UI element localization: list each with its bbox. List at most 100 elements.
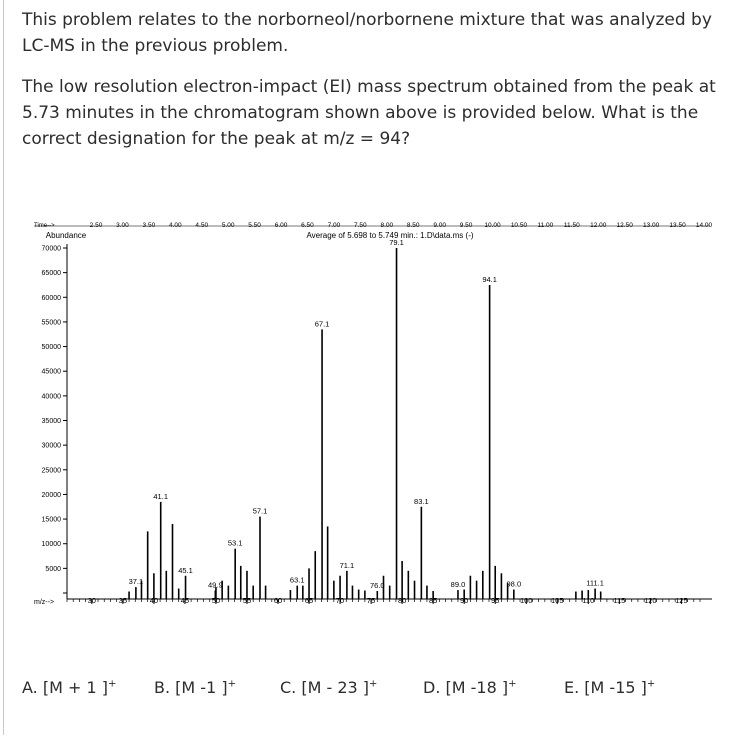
x-tick-label: 45 [181,596,189,605]
peak-label: 83.1 [414,497,429,506]
x-tick-label: 85 [429,596,437,605]
time-axis-tick-label: 3.50 [143,222,156,229]
choice-d-sup: + [508,678,517,690]
y-tick-label: 20000 [42,492,62,499]
y-tick-label: 25000 [42,467,62,474]
y-tick-label: 30000 [42,443,62,450]
y-tick-label: 10000 [42,541,62,548]
choice-b-sup: + [227,678,236,690]
peak-label: 111.1 [586,579,604,588]
x-tick-label: 90 [460,596,468,605]
time-axis-tick-label: 8.00 [380,222,393,229]
time-axis-tick-label: 3.00 [116,222,129,229]
time-axis-tick-label: 8.50 [407,222,420,229]
x-tick-label: 95 [491,596,499,605]
time-axis-tick-label: 9.00 [433,222,446,229]
y-axis-label: Abundance [46,231,87,240]
prompt-paragraph: The low resolution electron-impact (EI) … [22,77,716,149]
time-axis-tick-label: 12.50 [617,222,634,229]
peak-label: 49.9 [208,581,223,590]
peak-label: 76.0 [370,581,385,590]
x-tick-label: 70 [336,596,344,605]
choice-e-sup: + [646,678,656,690]
peak-label: 57.1 [253,507,268,516]
peak-label: 41.1 [153,492,168,501]
y-tick-label: 45000 [42,369,62,376]
x-tick-label: 120 [644,596,657,605]
answer-choices: A. [M + 1 ]+ B. [M -1 ]+ C. [M - 23 ]+ D… [0,678,746,708]
time-axis-tick-label: 7.00 [328,222,341,229]
y-tick-label: 15000 [42,517,62,524]
choice-b[interactable]: B. [M -1 ]+ [154,678,236,697]
time-axis-tick-label: 10.00 [484,222,501,229]
choice-c[interactable]: C. [M - 23 ]+ [280,678,377,697]
time-axis-tick-label: 4.50 [195,222,208,229]
x-axis-label: m/z--> [34,599,54,606]
x-tick-label: 30 [88,596,96,605]
y-tick-label: 40000 [42,393,62,400]
y-tick-label: 5000 [45,566,61,573]
y-tick-label: 70000 [42,246,62,253]
peak-label: 89.0 [451,580,466,589]
choice-a[interactable]: A. [M + 1 ]+ [22,678,116,697]
choice-b-text: [M -1 ] [175,678,228,697]
choice-a-sup: + [107,678,117,690]
y-tick-label: 35000 [42,418,62,425]
peak-label: 98.0 [507,580,522,589]
peak-label: 63.1 [290,576,305,585]
intro-paragraph: This problem relates to the norborneol/n… [22,10,712,56]
peak-label: 67.1 [315,319,330,328]
left-border [3,0,4,735]
time-axis-tick-label: 7.50 [354,222,367,229]
choice-d[interactable]: D. [M -18 ]+ [423,678,516,697]
peak-label: 94.1 [482,275,497,284]
choice-e-text: [M -15 ] [584,678,647,697]
choice-b-letter: B. [154,678,171,697]
x-tick-label: 65 [305,596,313,605]
y-tick-label: 65000 [42,270,62,277]
choice-c-sup: + [369,678,378,690]
peak-label: 71.1 [340,561,355,570]
time-axis-tick-label: 5.00 [222,222,235,229]
x-tick-label: 75 [367,596,375,605]
x-tick-label: 105 [551,596,564,605]
choice-c-text: [M - 23 ] [301,678,370,697]
time-axis-tick-label: 9.50 [460,222,473,229]
x-tick-label: 50 [212,596,220,605]
x-tick-label: 40 [150,596,158,605]
choice-e-letter: E. [564,678,580,697]
choice-a-text: [M + 1 ] [42,678,108,697]
y-tick-label: 60000 [42,295,62,302]
choice-c-letter: C. [280,678,297,697]
time-axis-label: Time--> [34,223,55,229]
y-tick-label: 50000 [42,344,62,351]
choice-d-text: [M -18 ] [445,678,509,697]
x-tick-label: 115 [613,596,625,605]
time-axis-tick-label: 10.50 [511,222,528,229]
peak-label: 53.1 [228,539,243,548]
x-tick-label: 35 [119,596,127,605]
choice-d-letter: D. [423,678,441,697]
x-tick-label: 60 [274,596,282,605]
peak-label: 45.1 [178,566,193,575]
time-axis-tick-label: 11.50 [564,222,580,229]
y-tick-label: 55000 [42,319,62,326]
time-axis-tick-label: 4.00 [169,222,182,229]
time-axis-tick-label: 13.50 [669,222,686,229]
x-tick-label: 110 [582,596,594,605]
time-axis-tick-label: 6.50 [301,222,314,229]
time-axis-tick-label: 5.50 [248,222,261,229]
time-axis-tick-label: 12.00 [590,222,607,229]
choice-a-letter: A. [22,678,38,697]
peak-label: 37.1 [129,577,144,586]
time-axis-tick-label: 13.00 [643,222,660,229]
x-tick-label: 125 [675,596,688,605]
chart-title: Average of 5.698 to 5.749 min.: 1.D\data… [306,231,473,240]
time-axis-tick-label: 2.50 [90,222,103,229]
time-axis-tick-label: 11.00 [537,222,553,229]
time-axis-tick-label: 6.00 [275,222,288,229]
peak-label: 79.1 [389,238,404,247]
choice-e[interactable]: E. [M -15 ]+ [564,678,655,697]
time-axis-tick-label: 14.00 [696,222,713,229]
